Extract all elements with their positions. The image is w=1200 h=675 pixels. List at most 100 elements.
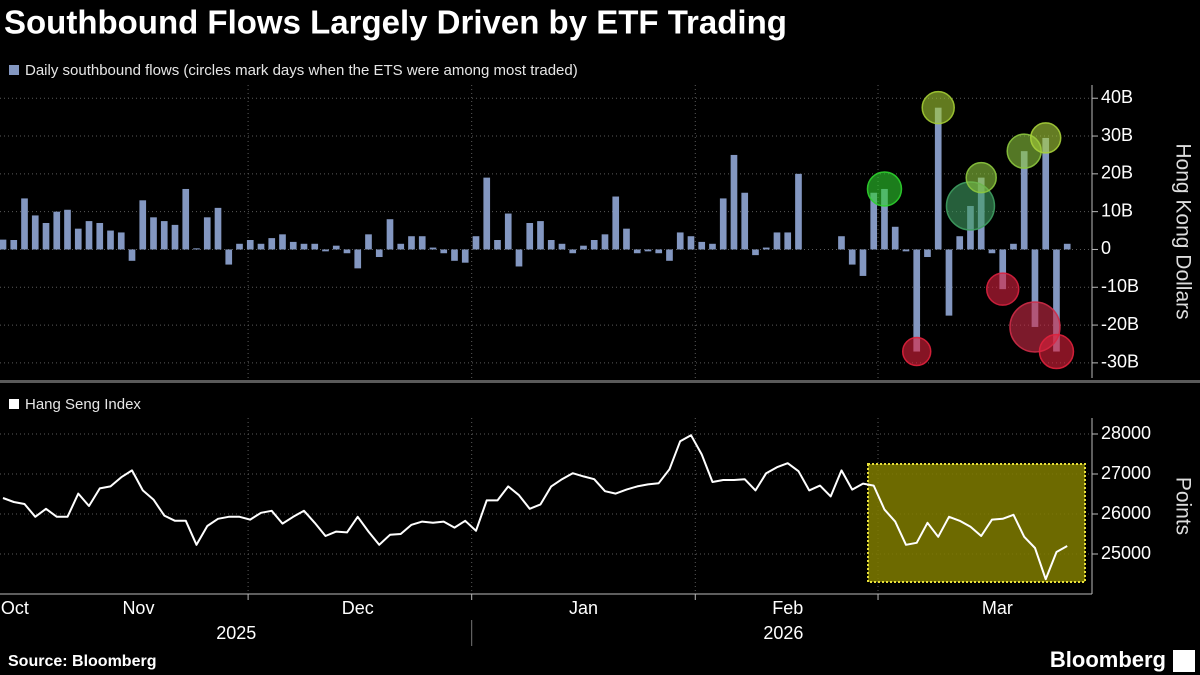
bar bbox=[762, 247, 770, 250]
bar bbox=[429, 247, 437, 250]
bar bbox=[881, 188, 888, 250]
bar bbox=[257, 243, 265, 250]
year-label: 2025 bbox=[216, 623, 256, 643]
highlight-circle bbox=[1029, 122, 1062, 154]
bar bbox=[526, 222, 534, 250]
bar bbox=[601, 234, 609, 250]
logo-icon bbox=[1173, 650, 1195, 672]
bar bbox=[139, 200, 147, 250]
bar bbox=[1042, 137, 1050, 250]
bar bbox=[623, 228, 630, 250]
legend-label: Hang Seng Index bbox=[25, 396, 141, 413]
bar bbox=[924, 249, 931, 258]
bar bbox=[1063, 243, 1071, 250]
bar bbox=[31, 215, 39, 250]
bar bbox=[128, 249, 136, 261]
highlight-circle bbox=[985, 272, 1020, 306]
bar bbox=[322, 249, 329, 252]
bar bbox=[300, 243, 308, 250]
bar bbox=[461, 249, 469, 263]
legend-swatch bbox=[9, 399, 19, 409]
y-axis-title: Points bbox=[1171, 477, 1194, 535]
y-tick-label: 27000 bbox=[1101, 463, 1151, 483]
y-tick-label: 30B bbox=[1101, 125, 1133, 145]
bar bbox=[150, 217, 157, 250]
bar bbox=[96, 222, 104, 250]
bar bbox=[1031, 249, 1039, 327]
bar bbox=[451, 249, 458, 261]
bar bbox=[53, 211, 61, 250]
highlight-circle bbox=[965, 161, 997, 194]
bar bbox=[171, 224, 179, 250]
bar bbox=[311, 243, 319, 250]
bar bbox=[107, 230, 114, 250]
bar bbox=[891, 226, 899, 250]
legend-swatch bbox=[9, 65, 19, 75]
bar bbox=[848, 249, 856, 265]
y-tick-label: -20B bbox=[1101, 314, 1139, 334]
bar bbox=[580, 245, 587, 250]
bar bbox=[913, 249, 921, 352]
x-tick-label: Feb bbox=[772, 598, 803, 618]
legend-label: Daily southbound flows (circles mark day… bbox=[25, 62, 578, 79]
y-tick-label: -30B bbox=[1101, 352, 1139, 372]
bar bbox=[870, 192, 878, 250]
bar bbox=[268, 238, 276, 250]
bar bbox=[655, 249, 663, 254]
y-tick-label: 20B bbox=[1101, 163, 1133, 183]
bar bbox=[838, 236, 845, 250]
bar bbox=[42, 222, 50, 250]
bar bbox=[537, 221, 544, 250]
source: Source: Bloomberg bbox=[8, 653, 156, 670]
bar bbox=[741, 192, 749, 250]
line bbox=[2, 434, 1068, 581]
bar bbox=[590, 240, 598, 250]
bar bbox=[859, 249, 867, 276]
bar bbox=[569, 249, 577, 254]
bar bbox=[988, 249, 996, 254]
bar bbox=[203, 217, 211, 250]
bar bbox=[547, 240, 555, 250]
bar bbox=[74, 228, 82, 250]
bar bbox=[494, 240, 501, 250]
bar bbox=[719, 198, 727, 250]
y-tick-label: 40B bbox=[1101, 87, 1133, 107]
bar bbox=[386, 219, 394, 250]
year-label: 2026 bbox=[763, 623, 803, 643]
bar bbox=[633, 249, 641, 254]
bar bbox=[472, 236, 480, 250]
bar bbox=[795, 173, 802, 250]
bar bbox=[375, 249, 383, 258]
bar bbox=[182, 188, 190, 250]
bar bbox=[236, 243, 243, 250]
bar bbox=[612, 196, 620, 250]
bar bbox=[666, 249, 673, 261]
bar bbox=[934, 107, 942, 250]
bar bbox=[956, 236, 964, 250]
x-tick-label: Mar bbox=[982, 598, 1013, 618]
bar bbox=[483, 177, 491, 250]
bar bbox=[676, 232, 684, 250]
bar bbox=[21, 198, 28, 250]
bar bbox=[343, 249, 351, 254]
y-tick-label: 26000 bbox=[1101, 503, 1151, 523]
bar bbox=[698, 241, 706, 250]
highlight-box bbox=[867, 463, 1086, 583]
bar bbox=[10, 240, 18, 250]
bar bbox=[332, 245, 340, 250]
bar bbox=[193, 248, 200, 250]
bar bbox=[515, 249, 523, 267]
bar bbox=[246, 240, 254, 250]
bar bbox=[709, 243, 716, 250]
bar bbox=[354, 249, 362, 269]
bar bbox=[558, 243, 566, 250]
bar bbox=[64, 209, 71, 250]
bar bbox=[85, 221, 93, 250]
y-tick-label: 0 bbox=[1101, 238, 1111, 258]
bar bbox=[397, 243, 405, 250]
bar bbox=[289, 241, 297, 250]
y-axis-title: Hong Kong Dollars bbox=[1171, 143, 1194, 319]
bar bbox=[945, 249, 953, 316]
bar bbox=[504, 213, 512, 250]
